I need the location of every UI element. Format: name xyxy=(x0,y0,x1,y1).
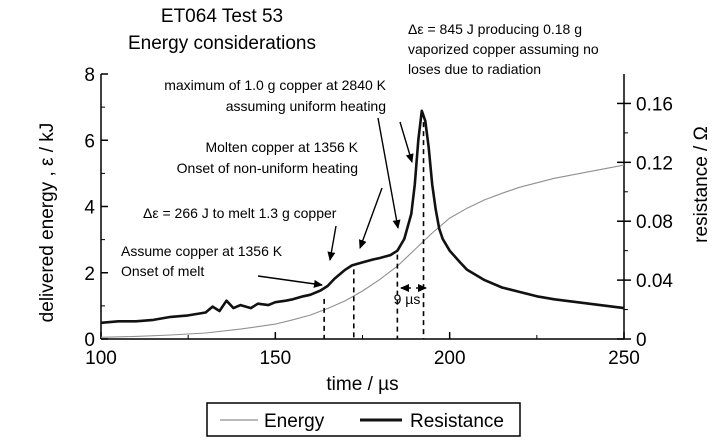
annotation-text: Assume copper at 1356 K xyxy=(121,243,283,259)
annotation-text: Onset of melt xyxy=(121,263,204,279)
annotation-arrow-max-copper xyxy=(377,117,401,229)
y-right-tick-label: 0 xyxy=(636,330,647,351)
y-right-tick-label: 0.04 xyxy=(636,271,673,292)
y-left-tick-label: 2 xyxy=(84,264,95,285)
annotation-arrow-vaporized xyxy=(399,121,414,163)
y-left-tick-label: 4 xyxy=(84,198,95,219)
y-right-tick-label: 0.12 xyxy=(636,153,673,174)
x-tick-label: 100 xyxy=(85,348,117,369)
annotation-text: Onset of non-uniform heating xyxy=(177,160,358,176)
annotation-text: Δε = 845 J producing 0.18 g xyxy=(408,21,582,37)
chart-title-line-2: Energy considerations xyxy=(128,33,316,54)
annotation-text: assuming uniform heating xyxy=(226,98,386,114)
annotation-text: loses due to radiation xyxy=(408,61,541,77)
annotation-arrow-molten xyxy=(358,187,383,249)
y-right-axis-label: resistance / Ω xyxy=(691,126,712,243)
y-left-axis-label: delivered energy , ε / kJ xyxy=(37,123,58,323)
series-line-resistance xyxy=(100,109,625,325)
x-tick-label: 200 xyxy=(434,348,466,369)
annotation-text: maximum of 1.0 g copper at 2840 K xyxy=(164,77,386,93)
legend-label-resistance: Resistance xyxy=(410,411,504,432)
y-right-tick-label: 0.16 xyxy=(636,94,673,115)
annotation-text: Molten copper at 1356 K xyxy=(205,139,358,155)
legend-label-energy: Energy xyxy=(264,411,325,432)
annotation-text: Δε = 266 J to melt 1.3 g copper xyxy=(143,205,337,221)
chart-title-line-1: ET064 Test 53 xyxy=(161,6,283,27)
annotation-text: vaporized copper assuming no xyxy=(408,41,599,57)
annotation-arrow-onset-melt xyxy=(257,275,323,288)
y-left-tick-label: 6 xyxy=(84,131,95,152)
x-tick-label: 250 xyxy=(608,348,640,369)
annotation-text: 9 µs xyxy=(394,291,421,307)
annotation-arrow-melt-energy xyxy=(327,225,337,261)
y-right-tick-label: 0.08 xyxy=(636,212,673,233)
x-axis-label: time / µs xyxy=(326,374,398,395)
y-left-tick-label: 8 xyxy=(84,65,95,86)
y-left-tick-label: 0 xyxy=(84,330,95,351)
series-line-energy xyxy=(100,164,625,338)
x-tick-label: 150 xyxy=(259,348,291,369)
